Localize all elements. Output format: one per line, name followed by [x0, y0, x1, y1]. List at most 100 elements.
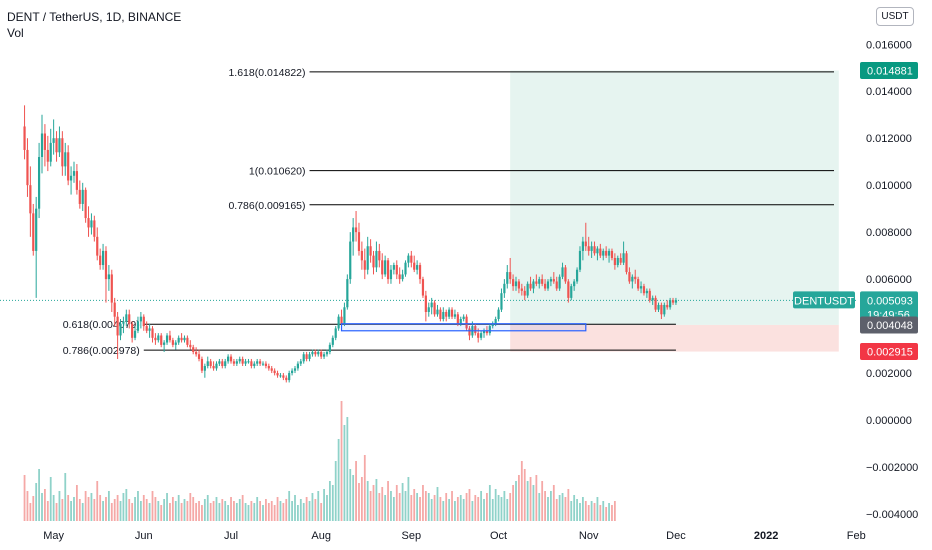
volume-bar — [177, 495, 180, 521]
candle-body — [671, 300, 675, 303]
candle — [448, 307, 451, 320]
volume-bar — [436, 487, 439, 521]
volume-bar — [532, 485, 535, 521]
candle — [381, 253, 384, 280]
candle — [256, 358, 259, 367]
candle-body — [154, 337, 157, 341]
support-box-group[interactable] — [340, 323, 587, 332]
candle — [32, 203, 35, 256]
volume-bar — [75, 485, 78, 521]
volume-bar — [163, 499, 166, 521]
candle — [587, 236, 590, 256]
candle — [407, 253, 410, 268]
candle-body — [296, 363, 300, 369]
candle-body — [602, 250, 605, 256]
candle-body — [75, 171, 78, 190]
volume-bar — [381, 487, 384, 521]
candle-body — [212, 366, 215, 369]
price-axis[interactable]: 0.016000 0.014000 0.012000 0.010000 0.008000… — [866, 39, 918, 521]
candle — [546, 279, 550, 291]
candle-body — [619, 257, 622, 263]
y-tick-label-4: 0.008000 — [866, 227, 912, 239]
y-tick-label-1: 0.014000 — [866, 86, 912, 98]
candle-body — [459, 319, 462, 324]
candle-body — [311, 351, 314, 355]
volume-bar — [375, 479, 378, 521]
volume-bar — [305, 497, 308, 521]
candle — [337, 314, 340, 331]
candle-body — [67, 152, 70, 181]
candle — [308, 351, 311, 362]
volume-bar — [378, 493, 381, 521]
volume-bar — [32, 496, 35, 521]
candle — [558, 274, 561, 291]
candle-body — [424, 295, 427, 312]
candle — [669, 297, 672, 310]
candle-body — [398, 274, 401, 280]
candle-body — [151, 328, 154, 338]
candle — [500, 288, 503, 312]
candle — [482, 328, 486, 338]
x-tick-label-1: Jun — [135, 530, 153, 542]
candle — [328, 342, 331, 355]
candle — [125, 309, 128, 327]
time-axis[interactable]: May Jun Jul Aug Sep Oct Nov Dec 2022 Feb — [43, 530, 865, 542]
y-tick-label-9: −0.002000 — [866, 462, 918, 474]
candle-body — [575, 269, 579, 282]
candle — [561, 262, 564, 280]
candle-body — [81, 189, 84, 204]
candle-body — [282, 375, 285, 378]
volume-bar — [503, 491, 506, 521]
volume-bar — [119, 501, 122, 521]
volume-bar — [154, 497, 157, 521]
support-box[interactable] — [340, 323, 587, 332]
candle — [250, 358, 253, 369]
candle — [43, 124, 47, 167]
volume-bar — [424, 491, 427, 521]
candle — [113, 297, 116, 327]
volume-bar — [102, 501, 104, 521]
candle — [195, 347, 198, 357]
candle — [29, 166, 32, 237]
volume-bar — [122, 493, 125, 521]
candle-body — [256, 361, 259, 364]
stop-price-tag — [860, 343, 918, 361]
candle — [136, 316, 140, 334]
candle-body — [657, 304, 660, 310]
volume-bar — [483, 499, 485, 521]
volume-bar — [291, 501, 293, 521]
volume-bar — [358, 483, 360, 521]
candle — [334, 326, 337, 341]
candle-body — [558, 276, 561, 289]
candle-body — [584, 241, 587, 247]
volume-bar — [233, 501, 235, 521]
volume-bar — [259, 501, 261, 521]
currency-button[interactable]: USDT — [876, 7, 914, 26]
volume-bar — [41, 493, 43, 521]
stop-zone[interactable] — [510, 324, 839, 352]
candle — [349, 232, 352, 284]
candle-body — [209, 361, 212, 367]
candle-body — [538, 279, 541, 284]
volume-bar — [198, 501, 200, 521]
candle — [538, 276, 541, 289]
candle — [229, 354, 233, 364]
candle — [616, 255, 619, 268]
y-tick-label-2: 0.012000 — [866, 133, 912, 145]
candle-body — [61, 138, 64, 167]
volume-bar — [500, 497, 503, 521]
candle-body — [180, 337, 183, 341]
candle — [218, 358, 221, 367]
candle-body — [381, 260, 384, 275]
candle-body — [290, 370, 294, 374]
volume-bar — [363, 455, 366, 521]
volume-bar — [201, 505, 203, 521]
x-tick-label-9: Feb — [847, 530, 866, 542]
volume-bar — [235, 503, 238, 521]
volume-bar — [270, 501, 273, 521]
volume-bar — [203, 499, 206, 521]
candle — [480, 330, 483, 341]
volume-bar — [593, 503, 596, 521]
